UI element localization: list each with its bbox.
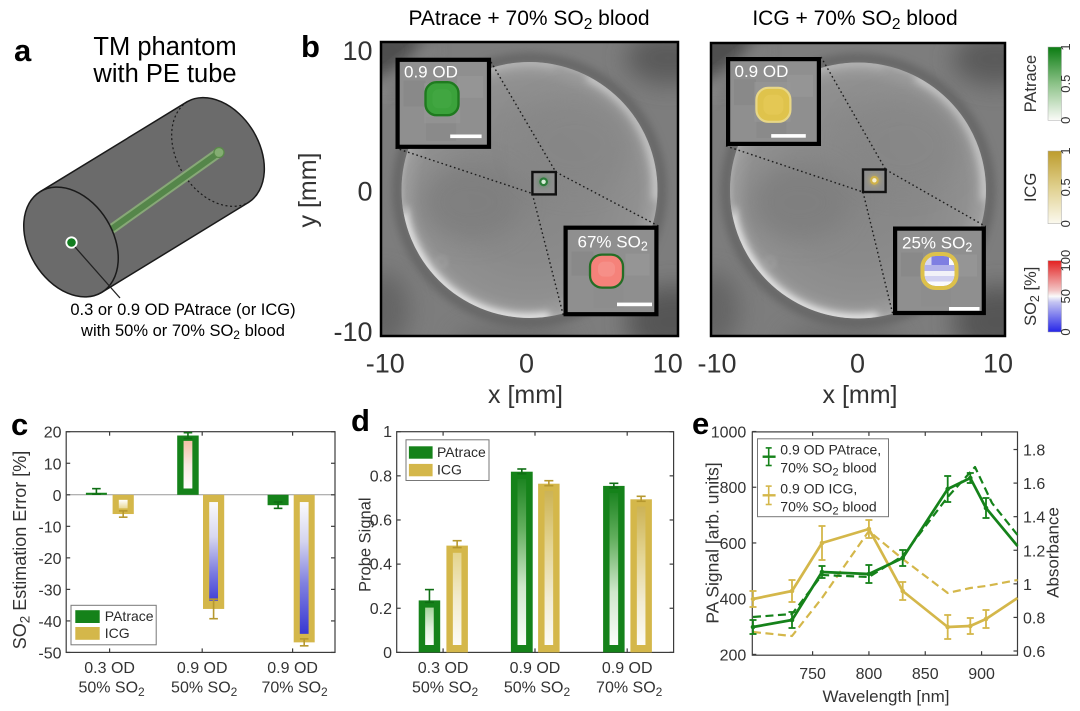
svg-text:0: 0 (850, 349, 865, 379)
svg-text:0.9 OD: 0.9 OD (735, 62, 789, 81)
svg-text:50% SO2: 50% SO2 (78, 680, 145, 700)
svg-text:ICG + 70% SO2 blood: ICG + 70% SO2 blood (752, 7, 957, 33)
svg-text:0: 0 (357, 177, 372, 207)
svg-text:800: 800 (720, 480, 747, 497)
svg-text:x [mm]: x [mm] (823, 381, 898, 409)
svg-text:10: 10 (983, 349, 1013, 379)
svg-text:ICG: ICG (437, 461, 462, 477)
svg-text:SO2 [%]: SO2 [%] (1022, 267, 1042, 326)
svg-text:50% SO2: 50% SO2 (504, 680, 571, 700)
svg-text:c: c (11, 407, 28, 442)
svg-text:-10: -10 (38, 519, 61, 536)
svg-text:PAtrace: PAtrace (437, 444, 486, 460)
svg-text:1000: 1000 (711, 425, 747, 442)
svg-text:70% SO2 blood: 70% SO2 blood (780, 499, 876, 518)
svg-text:PAtrace: PAtrace (105, 608, 154, 624)
svg-text:50% SO2: 50% SO2 (171, 680, 238, 700)
svg-text:50: 50 (1058, 289, 1073, 303)
svg-text:70% SO2 blood: 70% SO2 blood (780, 460, 876, 479)
svg-text:0.3 OD: 0.3 OD (84, 660, 135, 677)
svg-text:900: 900 (968, 666, 995, 683)
svg-text:200: 200 (720, 647, 747, 664)
svg-text:0.9 OD: 0.9 OD (267, 660, 318, 677)
svg-text:0.5: 0.5 (1058, 178, 1073, 196)
svg-text:a: a (14, 33, 32, 68)
svg-text:y [mm]: y [mm] (294, 153, 322, 228)
svg-text:0.8: 0.8 (1023, 610, 1045, 627)
svg-text:10: 10 (44, 456, 62, 473)
svg-text:1.4: 1.4 (1023, 510, 1045, 527)
svg-text:e: e (692, 406, 709, 441)
svg-text:-10: -10 (697, 349, 736, 379)
svg-text:1.8: 1.8 (1023, 443, 1045, 460)
svg-text:0: 0 (383, 645, 392, 662)
svg-text:0.9 OD: 0.9 OD (510, 660, 561, 677)
svg-text:400: 400 (720, 592, 747, 609)
svg-text:50% SO2: 50% SO2 (412, 680, 479, 700)
svg-text:PAtrace + 70% SO2 blood: PAtrace + 70% SO2 blood (408, 7, 649, 33)
svg-text:-50: -50 (38, 645, 61, 662)
svg-text:0: 0 (1058, 328, 1073, 335)
svg-text:Absorbance: Absorbance (1044, 507, 1063, 598)
svg-text:x [mm]: x [mm] (488, 381, 563, 409)
svg-text:0.9 OD PAtrace,: 0.9 OD PAtrace, (780, 442, 881, 458)
svg-text:Probe Signal: Probe Signal (357, 497, 375, 591)
svg-text:0.8: 0.8 (370, 468, 392, 485)
svg-text:-20: -20 (38, 551, 61, 568)
svg-text:0.6: 0.6 (370, 512, 392, 529)
svg-text:TM phantom: TM phantom (93, 33, 236, 61)
svg-text:1: 1 (1023, 577, 1032, 594)
svg-text:0.3 or 0.9 OD PAtrace (or ICG): 0.3 or 0.9 OD PAtrace (or ICG) (70, 301, 295, 319)
svg-text:-30: -30 (38, 582, 61, 599)
svg-text:ICG: ICG (1022, 173, 1040, 202)
svg-text:750: 750 (799, 666, 826, 683)
svg-text:1.6: 1.6 (1023, 476, 1045, 493)
svg-text:0.2: 0.2 (370, 601, 392, 618)
svg-text:0: 0 (53, 488, 62, 505)
svg-text:0.3 OD: 0.3 OD (418, 660, 469, 677)
svg-text:b: b (301, 29, 320, 64)
svg-text:0.9 OD: 0.9 OD (404, 63, 458, 82)
svg-text:600: 600 (720, 536, 747, 553)
svg-text:0: 0 (1058, 220, 1073, 227)
svg-text:1: 1 (383, 424, 392, 441)
svg-text:1: 1 (1058, 43, 1073, 50)
svg-text:100: 100 (1058, 250, 1073, 272)
svg-text:20: 20 (44, 425, 62, 442)
svg-text:1: 1 (1058, 147, 1073, 154)
svg-text:70% SO2: 70% SO2 (261, 680, 328, 700)
svg-text:-40: -40 (38, 614, 61, 631)
svg-text:SO2 Estimation Error [%]: SO2 Estimation Error [%] (10, 451, 33, 650)
svg-text:0: 0 (519, 349, 534, 379)
svg-text:800: 800 (856, 666, 883, 683)
svg-text:PAtrace: PAtrace (1022, 55, 1040, 112)
svg-text:0.9 OD: 0.9 OD (602, 660, 653, 677)
svg-text:10: 10 (342, 36, 372, 66)
svg-text:-10: -10 (366, 349, 405, 379)
svg-text:25% SO2: 25% SO2 (902, 234, 972, 255)
svg-text:67% SO2: 67% SO2 (578, 233, 648, 254)
svg-text:10: 10 (653, 349, 683, 379)
svg-text:Wavelength [nm]: Wavelength [nm] (823, 687, 950, 706)
svg-text:d: d (351, 403, 370, 438)
svg-text:0.9 OD: 0.9 OD (177, 660, 228, 677)
svg-text:0.9 OD ICG,: 0.9 OD ICG, (780, 481, 857, 497)
svg-text:0.4: 0.4 (370, 557, 392, 574)
svg-text:-10: -10 (333, 317, 372, 347)
svg-text:with PE tube: with PE tube (92, 60, 236, 88)
svg-text:0.5: 0.5 (1058, 75, 1073, 93)
svg-text:70% SO2: 70% SO2 (596, 680, 663, 700)
svg-text:with 50% or 70% SO2 blood: with 50% or 70% SO2 blood (80, 322, 285, 342)
svg-text:0.6: 0.6 (1023, 644, 1045, 661)
svg-text:0: 0 (1058, 117, 1073, 124)
svg-text:1.2: 1.2 (1023, 543, 1045, 560)
svg-text:PA Signal [arb. units]: PA Signal [arb. units] (703, 462, 723, 623)
svg-text:850: 850 (912, 666, 939, 683)
svg-text:ICG: ICG (105, 625, 130, 641)
